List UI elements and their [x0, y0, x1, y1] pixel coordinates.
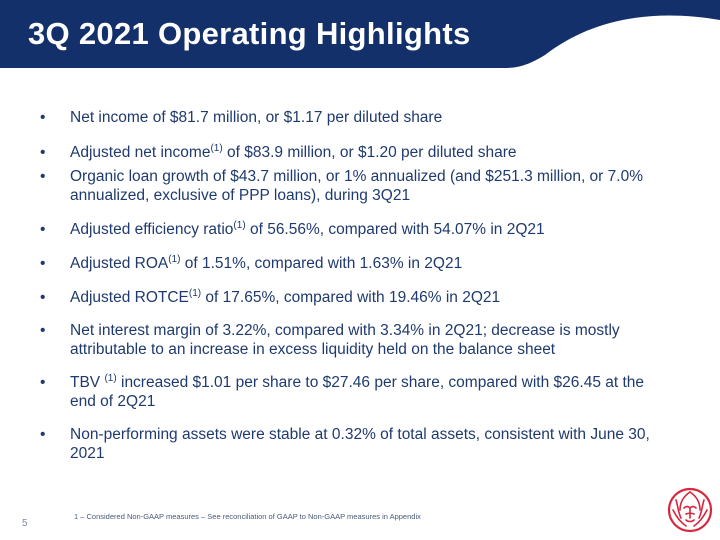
- bullet-marker: •: [40, 144, 46, 161]
- bullet-text-line1: Non-performing assets were stable at 0.3…: [70, 426, 650, 443]
- bullet-adjusted-net-income: • Adjusted net income(1) of $83.9 millio…: [40, 143, 680, 162]
- bullet-marker: •: [40, 109, 46, 126]
- bullet-text-start: TBV: [70, 374, 105, 391]
- bullet-non-performing-assets: • Non-performing assets were stable at 0…: [40, 425, 680, 463]
- bullet-marker: •: [40, 322, 46, 339]
- footnote-ref: (1): [188, 287, 202, 299]
- bullet-text-line2: attributable to an increase in excess li…: [70, 341, 556, 358]
- footnote-ref: (1): [233, 219, 246, 231]
- bullet-text-end: increased $1.01 per share to $27.46 per …: [116, 374, 645, 391]
- page-number: 5: [22, 518, 28, 529]
- bullet-text-end: of 56.56%, compared with 54.07% in 2Q21: [245, 221, 545, 238]
- footnote: 1 – Considered Non-GAAP measures – See r…: [74, 512, 421, 521]
- bullet-text: Net income of $81.7 million, or $1.17 pe…: [70, 109, 443, 126]
- bullet-rotce: • Adjusted ROTCE(1) of 17.65%, compared …: [40, 288, 680, 307]
- bullet-text-line1: Organic loan growth of $43.7 million, or…: [70, 168, 643, 185]
- footnote-ref: (1): [210, 142, 223, 154]
- bullet-text-end: of $83.9 million, or $1.20 per diluted s…: [222, 144, 517, 161]
- bullet-marker: •: [40, 374, 46, 391]
- bullet-text-line2: annualized, exclusive of PPP loans), dur…: [70, 187, 411, 204]
- bullet-tbv: • TBV (1) increased $1.01 per share to $…: [40, 373, 680, 411]
- bullet-text-start: Adjusted efficiency ratio: [70, 221, 234, 238]
- header-band: 3Q 2021 Operating Highlights: [0, 0, 720, 68]
- bullet-roa: • Adjusted ROA(1) of 1.51%, compared wit…: [40, 254, 680, 273]
- bullet-organic-loan-growth: • Organic loan growth of $43.7 million, …: [40, 167, 680, 205]
- page-title: 3Q 2021 Operating Highlights: [28, 16, 471, 51]
- bullet-text-start: Adjusted ROA: [70, 255, 169, 272]
- bullet-text-line2: 2021: [70, 445, 105, 462]
- bullet-marker: •: [40, 221, 46, 238]
- bullet-text-start: Adjusted ROTCE: [70, 289, 189, 306]
- footnote-ref: (1): [104, 372, 117, 384]
- highlights-list: • Net income of $81.7 million, or $1.17 …: [40, 108, 680, 463]
- bullet-text-start: Adjusted net income: [70, 144, 211, 161]
- bullet-net-interest-margin: • Net interest margin of 3.22%, compared…: [40, 321, 680, 359]
- bullet-marker: •: [40, 168, 46, 185]
- bullet-efficiency-ratio: • Adjusted efficiency ratio(1) of 56.56%…: [40, 220, 680, 239]
- bullet-marker: •: [40, 255, 46, 272]
- bullet-text-line1: Net interest margin of 3.22%, compared w…: [70, 322, 620, 339]
- bullet-net-income: • Net income of $81.7 million, or $1.17 …: [40, 108, 680, 127]
- lion-head-icon: [667, 487, 713, 533]
- bullet-marker: •: [40, 426, 46, 443]
- bullet-text-line2: end of 2Q21: [70, 393, 156, 410]
- bullet-text-end: of 1.51%, compared with 1.63% in 2Q21: [180, 255, 463, 272]
- bullet-text-end: of 17.65%, compared with 19.46% in 2Q21: [201, 289, 501, 306]
- bullet-marker: •: [40, 289, 46, 306]
- footnote-ref: (1): [168, 253, 181, 265]
- header-background: [0, 0, 720, 68]
